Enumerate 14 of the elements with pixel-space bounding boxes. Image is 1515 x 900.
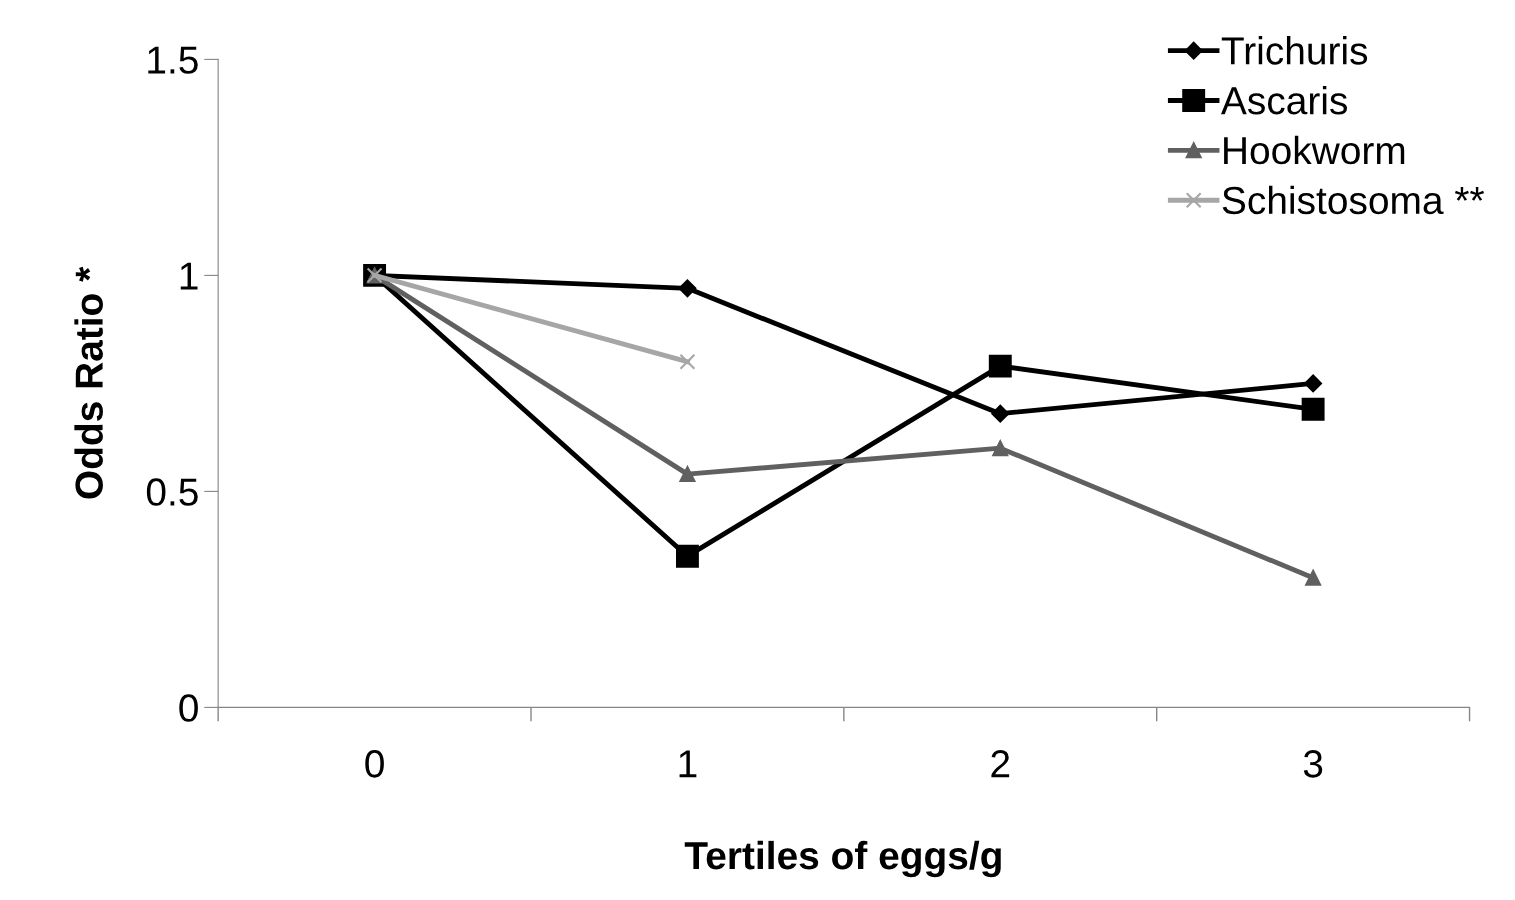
- x-tick-label: 3: [1303, 750, 1323, 778]
- x-tick-label: 0: [365, 750, 384, 778]
- legend-label: Trichuris: [1221, 36, 1368, 65]
- y-tick-label: 1: [180, 262, 198, 290]
- legend-label: Schistosoma **: [1222, 185, 1485, 215]
- legend-label: Hookworm: [1224, 135, 1405, 165]
- y-axis-title: Odds Ratio *: [74, 266, 103, 499]
- x-axis-title: Tertiles of eggs/g: [684, 840, 1001, 878]
- x-tick-label: 2: [991, 750, 1010, 778]
- y-tick-label: 0: [179, 694, 198, 722]
- legend-label: Ascaris: [1220, 85, 1347, 115]
- y-tick-label: 1.5: [148, 46, 198, 74]
- y-tick-label: 0.5: [146, 478, 198, 506]
- x-tick-label: 1: [679, 750, 697, 778]
